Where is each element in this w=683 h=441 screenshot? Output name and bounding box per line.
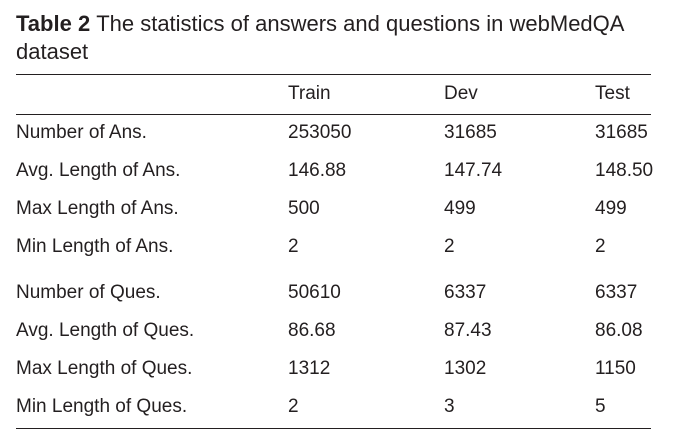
cell-train: 500 (288, 198, 320, 219)
row-label: Min Length of Ques. (16, 396, 188, 417)
table-label: Table 2 (16, 11, 91, 36)
cell-dev: 87.43 (444, 320, 492, 341)
cell-dev: 1302 (444, 358, 487, 379)
table-caption-text: The statistics of answers and questions … (16, 11, 624, 64)
cell-train: 2 (288, 396, 299, 417)
cell-test: 5 (595, 396, 606, 417)
cell-dev: 147.74 (444, 160, 503, 181)
row-label: Max Length of Ques. (16, 358, 193, 379)
cell-train: 1312 (288, 358, 331, 379)
cell-train: 86.68 (288, 320, 336, 341)
cell-test: 2 (595, 236, 606, 257)
cell-train: 2 (288, 236, 299, 257)
table-bottom-rule (16, 428, 651, 429)
row-label: Avg. Length of Ans. (16, 160, 181, 181)
row-label: Avg. Length of Ques. (16, 320, 195, 341)
column-header-train: Train (288, 83, 331, 104)
column-header-dev: Dev (444, 83, 478, 104)
cell-test: 86.08 (595, 320, 643, 341)
cell-dev: 499 (444, 198, 476, 219)
table-caption: Table 2 The statistics of answers and que… (16, 10, 656, 66)
table-header-rule (16, 114, 651, 115)
cell-test: 1150 (595, 358, 636, 379)
cell-dev: 3 (444, 396, 455, 417)
cell-train: 253050 (288, 122, 352, 143)
row-label: Number of Ques. (16, 282, 161, 303)
cell-test: 499 (595, 198, 627, 219)
cell-train: 50610 (288, 282, 341, 303)
cell-test: 148.50 (595, 160, 654, 181)
cell-train: 146.88 (288, 160, 347, 181)
cell-dev: 6337 (444, 282, 487, 303)
column-header-test: Test (595, 83, 630, 104)
cell-dev: 31685 (444, 122, 497, 143)
row-label: Number of Ans. (16, 122, 147, 143)
table-top-rule (16, 74, 651, 75)
cell-test: 6337 (595, 282, 638, 303)
cell-test: 31685 (595, 122, 648, 143)
cell-dev: 2 (444, 236, 455, 257)
row-label: Max Length of Ans. (16, 198, 179, 219)
row-label: Min Length of Ans. (16, 236, 174, 257)
